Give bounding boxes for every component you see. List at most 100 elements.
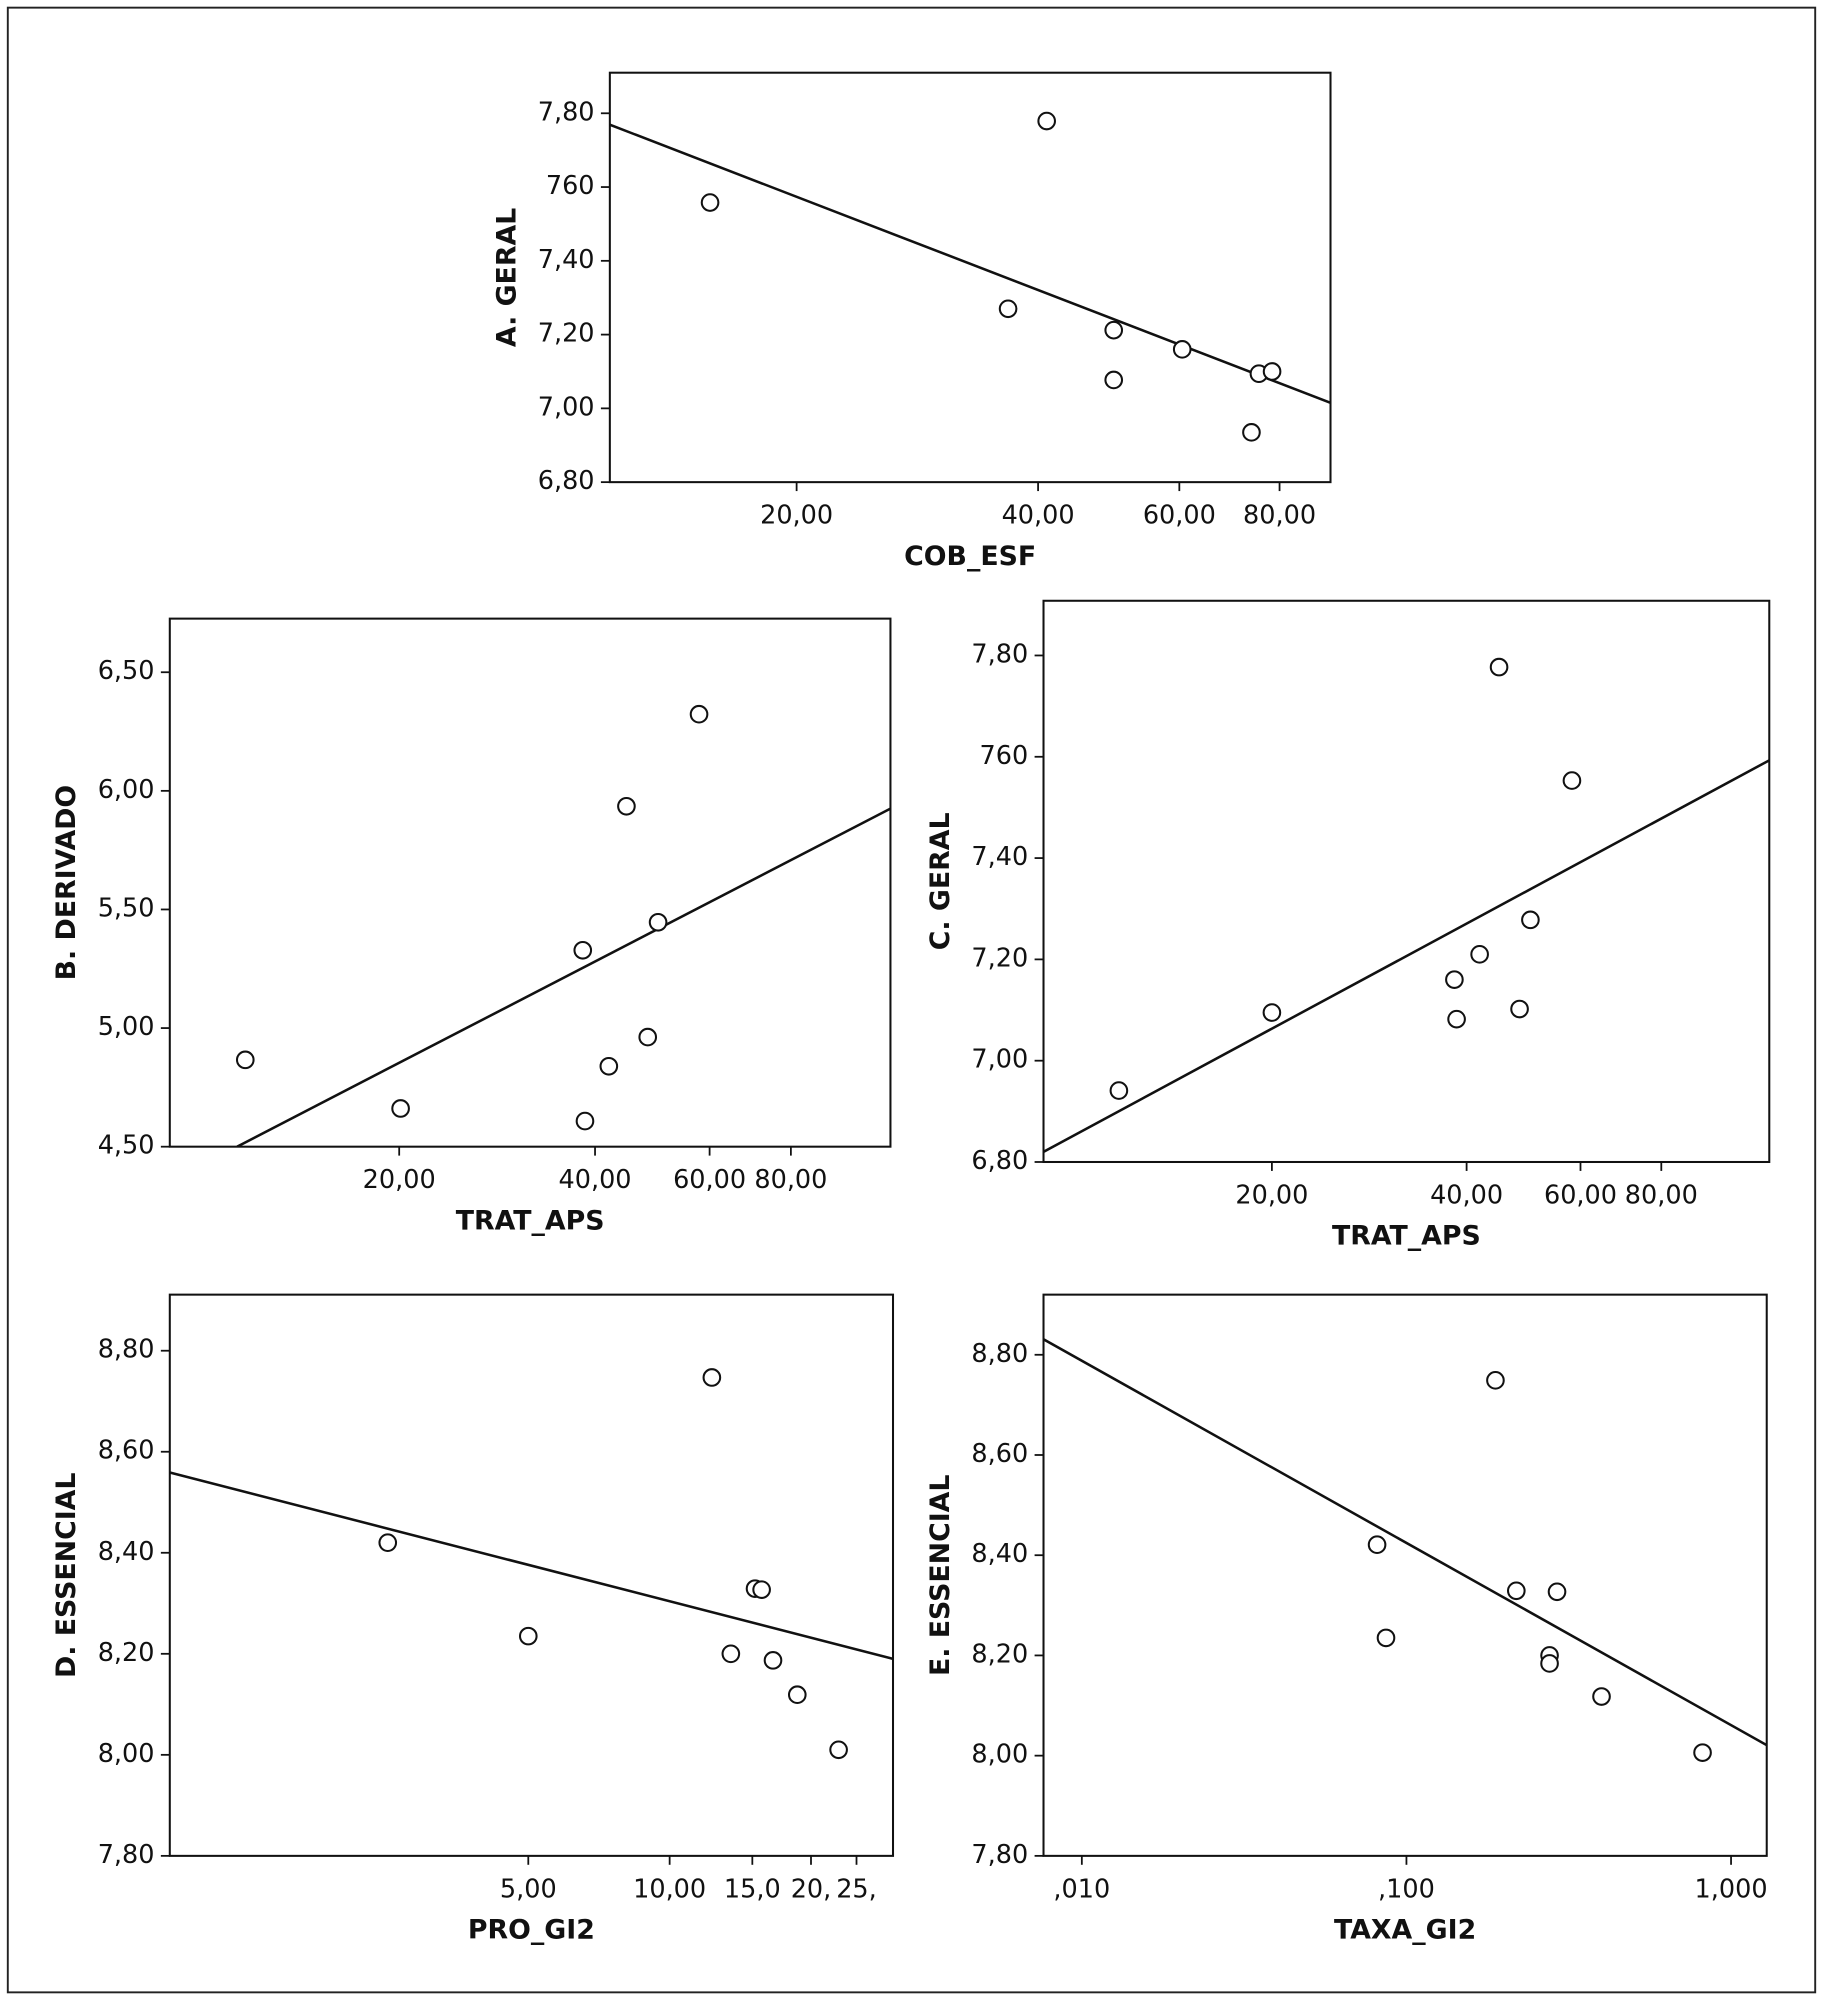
x-tick-label: 20,00 [1235,1180,1308,1210]
y-tick-label: 5,50 [98,893,155,923]
y-tick-label: 7,80 [538,97,595,127]
x-tick-label: 15,0 [724,1874,781,1904]
point [1470,945,1489,964]
point [1540,1654,1559,1673]
x-tick-label: 25, [836,1874,877,1904]
y-tick-label: 8,20 [971,1639,1028,1669]
y-tick-label: 8,00 [98,1739,155,1769]
point [573,940,593,960]
x-axis-label: TAXA_GI2 [1334,1915,1476,1946]
point [1109,1081,1129,1100]
y-tick-label: 7,00 [971,1045,1028,1075]
point [638,1027,658,1047]
point [1547,1582,1567,1602]
point [1445,970,1464,989]
panel: 7,80 8,00 8,20 8,40 8,60 8,80 5,00 10,00 15,0 20,… [51,1293,895,1946]
x-tick-label: 40,00 [559,1165,632,1195]
x-tick-label: 20,00 [363,1165,436,1195]
y-tick-label: 7,40 [971,842,1028,872]
panel: 4,50 5,00 5,50 6,00 6,50 20,00 40,00 60,00 80,00… [51,617,892,1236]
x-tick-label: 5,00 [500,1874,557,1904]
y-axis-label: B. DERIVADO [51,785,82,981]
point [391,1099,410,1118]
panel: 6,80 7,00 7,20 7,40 760 7,80 20,00 40,00 60,00 80… [491,71,1332,572]
point [829,1740,848,1760]
plot-frame [168,617,892,1148]
y-tick-label: 6,00 [98,775,155,805]
fit-line [236,807,891,1147]
x-axis-label: TRAT_APS [456,1205,605,1236]
y-tick-label: 6,50 [98,656,155,686]
y-axis-label: D. ESSENCIAL [51,1473,82,1678]
point [702,1368,722,1387]
y-axis-label: E. ESSENCIAL [925,1475,956,1676]
point [787,1685,807,1705]
y-tick-label: 4,50 [98,1131,155,1161]
fit-line [1043,1338,1767,1747]
y-tick-label: 8,20 [98,1638,155,1668]
point [1262,362,1282,381]
point [378,1533,398,1552]
point [689,704,709,724]
point [763,1651,783,1670]
y-tick-label: 8,40 [98,1537,155,1567]
y-tick-label: 8,60 [98,1436,155,1466]
x-axis-label: TRAT_APS [1332,1221,1481,1252]
fit-line [609,123,1331,405]
point [1510,999,1529,1019]
y-tick-label: 6,80 [538,466,595,496]
x-tick-label: 60,00 [1143,501,1216,531]
y-tick-label: 8,60 [971,1439,1028,1469]
y-tick-label: 8,40 [971,1539,1028,1569]
x-tick-label: 60,00 [673,1165,746,1195]
x-tick-label: 20, [791,1874,832,1904]
fit-line [1043,759,1770,1153]
point [752,1580,771,1599]
y-axis-label: C. GERAL [925,812,956,950]
plot-frame [168,1293,895,1857]
y-tick-label: 5,00 [98,1012,155,1042]
point [998,299,1018,319]
point [1242,423,1261,442]
y-tick-label: 7,20 [538,319,595,349]
point [1693,1743,1712,1762]
point [1486,1371,1505,1390]
x-tick-label: 80,00 [754,1165,827,1195]
point [518,1626,538,1646]
point [617,796,636,816]
x-tick-label: 80,00 [1243,501,1316,531]
point [599,1056,619,1076]
y-tick-label: 7,00 [538,392,595,422]
plot-frame [608,71,1332,484]
panel: 7,80 8,00 8,20 8,40 8,60 8,80 ,010 ,100 1,000 TAX… [925,1293,1768,1946]
x-tick-label: 80,00 [1625,1180,1698,1210]
point [1521,910,1540,930]
y-tick-label: 7,20 [971,943,1028,973]
point [1172,340,1192,359]
x-tick-label: 20,00 [760,501,833,531]
plot-frame [1042,1293,1768,1857]
y-tick-label: 7,80 [971,1840,1028,1870]
point [1506,1581,1526,1601]
y-tick-label: 6,80 [971,1146,1028,1176]
x-tick-label: 10,00 [633,1874,706,1904]
y-tick-label: 7,40 [538,245,595,275]
y-tick-label: 8,80 [98,1335,155,1365]
x-axis-label: PRO_GI2 [468,1915,595,1946]
fit-line [169,1471,894,1661]
x-axis-label: COB_ESF [904,541,1036,572]
panel: 6,80 7,00 7,20 7,40 760 7,80 20,00 40,00 60,00 80… [925,599,1771,1252]
outer-frame [6,6,1817,1994]
y-tick-label: 760 [546,171,595,201]
point [1447,1009,1466,1029]
point [1262,1003,1282,1022]
y-axis-label: A. GERAL [491,208,522,347]
point [235,1050,255,1070]
point [1037,111,1056,131]
x-tick-label: 40,00 [1430,1180,1503,1210]
y-tick-label: 8,80 [971,1339,1028,1369]
y-tick-label: 7,80 [98,1840,155,1870]
point [1104,370,1124,390]
point [1104,320,1124,340]
